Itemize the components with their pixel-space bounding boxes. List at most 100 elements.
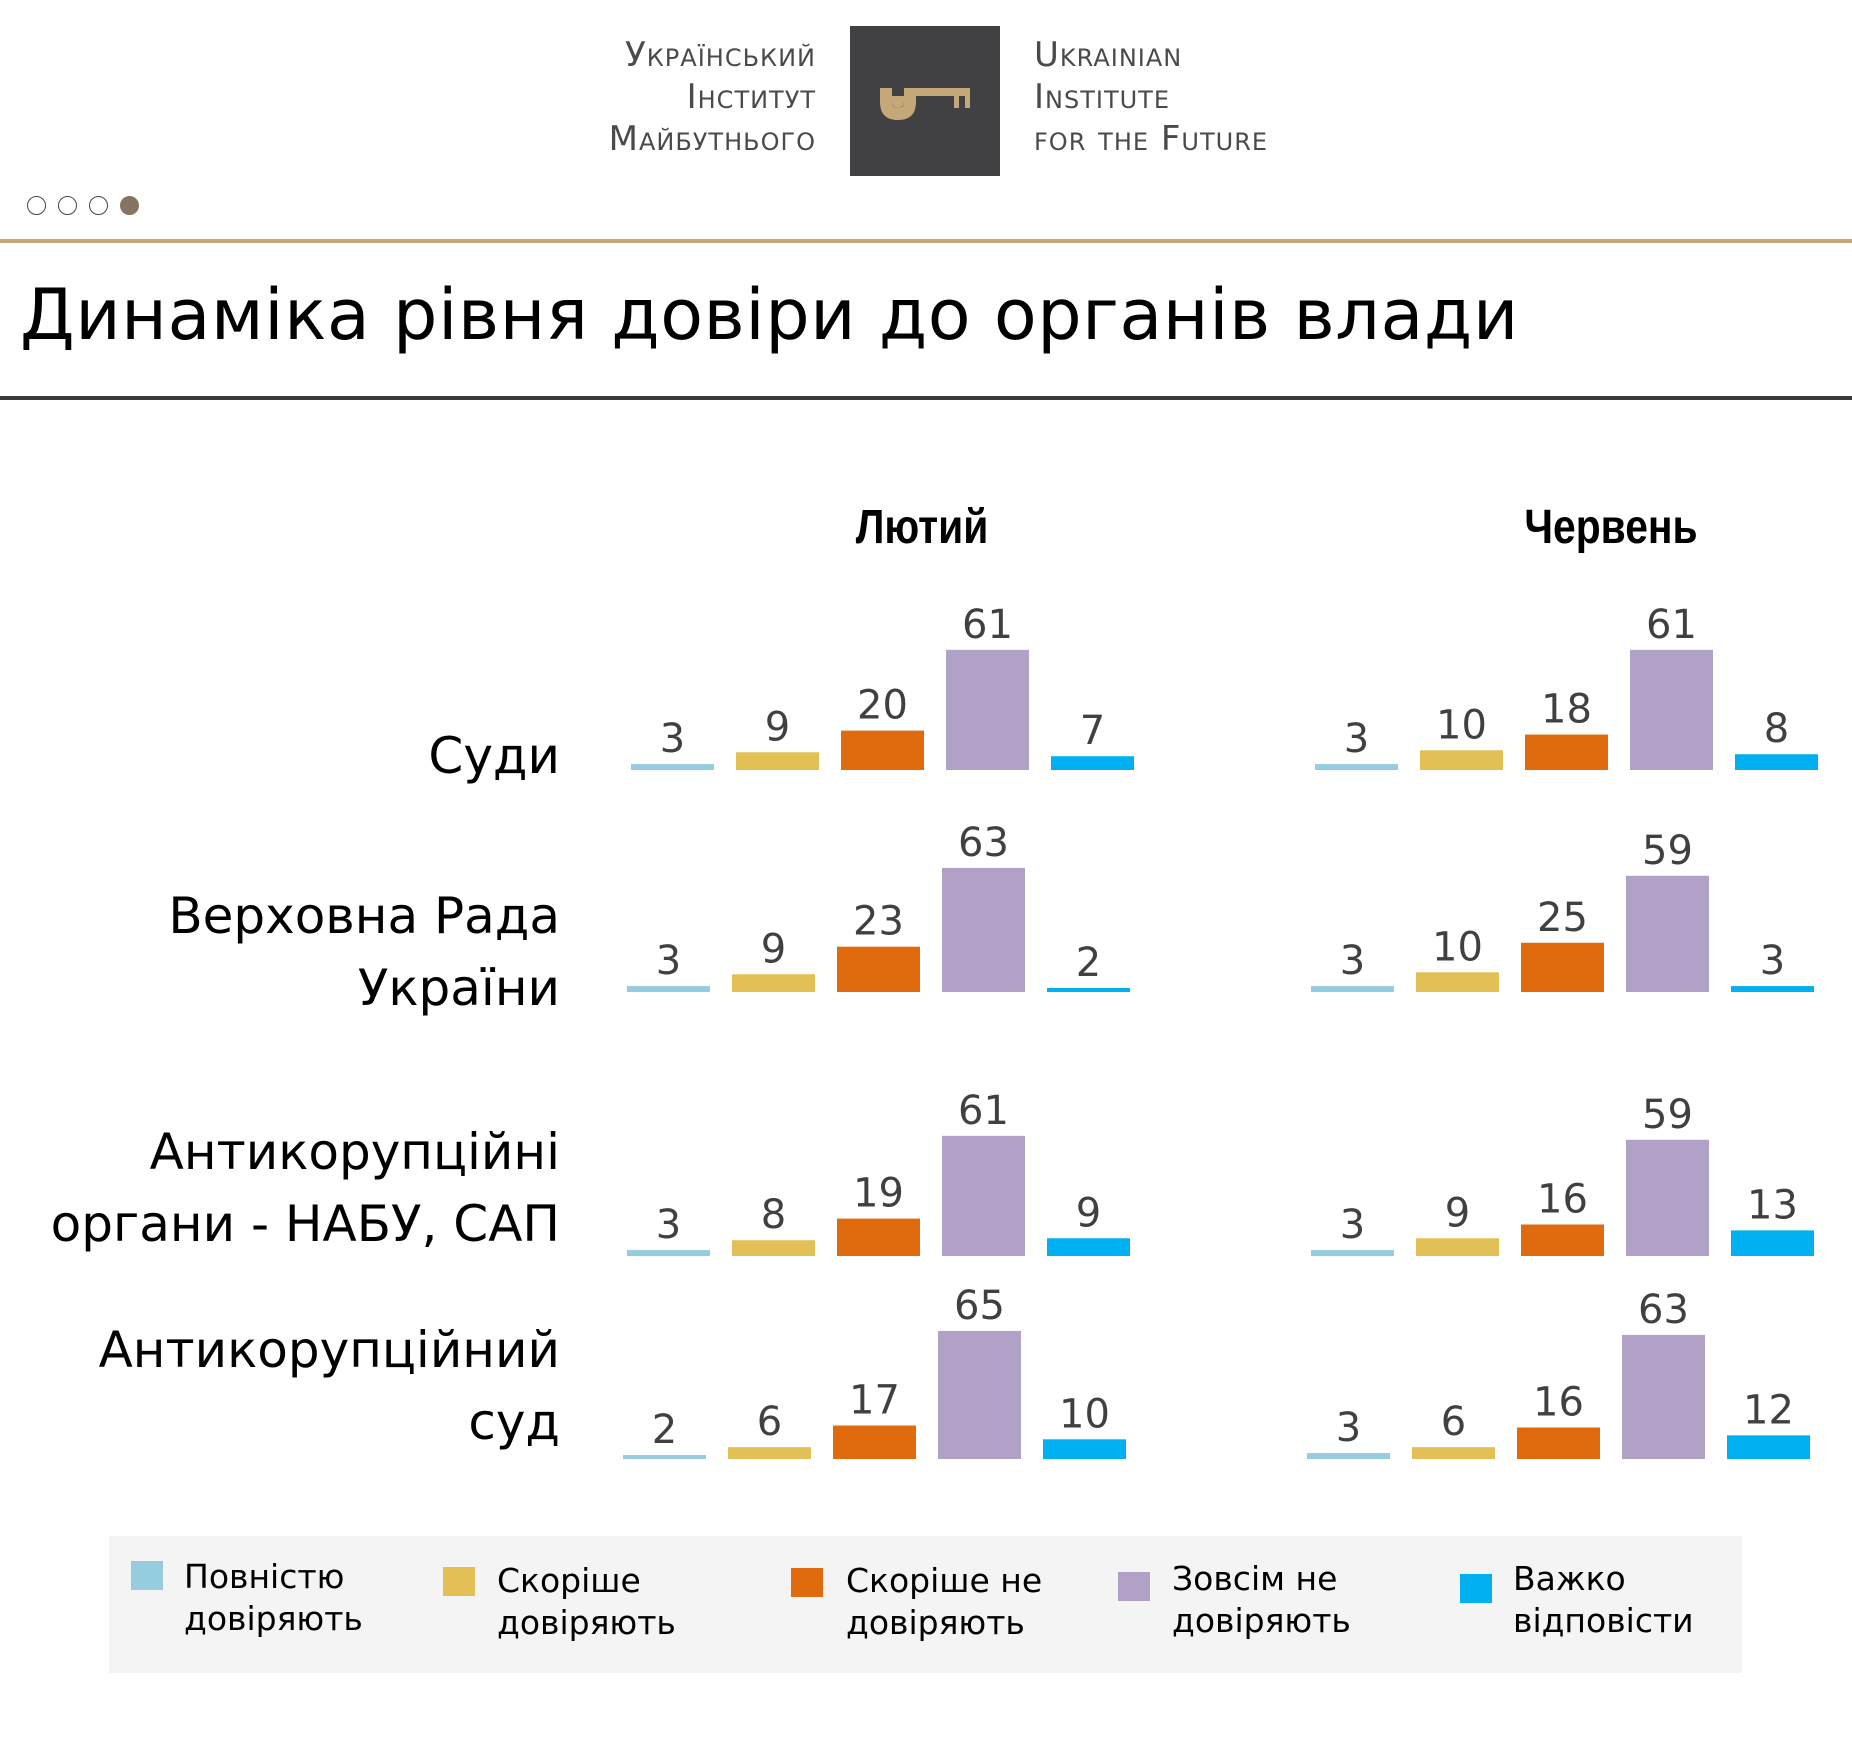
value-label-jun-row2-series4: 59 <box>1642 828 1693 874</box>
value-label-jun-row1-series4: 61 <box>1646 602 1697 648</box>
legend-line: довіряють <box>1172 1601 1351 1640</box>
bar-feb-row2-series4 <box>942 867 1025 992</box>
logo-line: Український <box>625 35 816 75</box>
value-label-feb-row4-series4: 65 <box>954 1283 1005 1329</box>
bar-feb-row3-series2 <box>732 1240 815 1256</box>
key-shaft <box>904 88 970 96</box>
bar-jun-row2-series4 <box>1626 875 1709 992</box>
row-label-line: Верховна Рада <box>168 887 560 945</box>
logo-line: Інститут <box>686 77 816 117</box>
legend-label: Повністю довіряють <box>184 1556 363 1640</box>
row-label-verkhovna-rada: Верховна Рада України <box>168 880 560 1024</box>
value-label-feb-row3-series2: 8 <box>761 1192 786 1238</box>
key-notch <box>959 96 965 108</box>
bar-feb-row3-series4 <box>942 1135 1025 1256</box>
value-label-feb-row3-series3: 19 <box>853 1171 904 1217</box>
pager-dot-1[interactable] <box>27 196 46 215</box>
value-label-feb-row4-series2: 6 <box>757 1399 782 1445</box>
legend-line: Важко <box>1513 1559 1626 1598</box>
value-label-jun-row1-series2: 10 <box>1436 702 1487 748</box>
row-label-line: України <box>357 959 560 1017</box>
value-label-feb-row1-series5: 7 <box>1080 708 1105 754</box>
value-label-jun-row1-series3: 18 <box>1541 687 1592 733</box>
legend-label: Скоріше довіряють <box>497 1560 676 1644</box>
bar-jun-row4-series2 <box>1412 1447 1495 1459</box>
bar-feb-row1-series2 <box>736 752 819 770</box>
legend-swatch <box>443 1567 475 1596</box>
value-label-jun-row2-series2: 10 <box>1432 924 1483 970</box>
row-label-line: Антикорупційні <box>149 1123 560 1181</box>
bar-feb-row4-series3 <box>833 1425 916 1459</box>
value-label-feb-row4-series1: 2 <box>652 1407 677 1453</box>
legend-line: довіряють <box>184 1599 363 1638</box>
value-label-jun-row3-series1: 3 <box>1340 1202 1365 1248</box>
legend-swatch <box>131 1561 163 1590</box>
pager-dot-3[interactable] <box>89 196 108 215</box>
value-label-jun-row4-series5: 12 <box>1743 1387 1794 1433</box>
panel-title-february: Лютий <box>855 501 989 554</box>
bar-feb-row4-series4 <box>938 1330 1021 1459</box>
page-title: Динаміка рівня довіри до органів влади <box>20 274 1519 356</box>
legend-line: довіряють <box>846 1603 1025 1642</box>
value-label-feb-row1-series1: 3 <box>660 716 685 762</box>
value-label-feb-row1-series4: 61 <box>962 602 1013 648</box>
bar-jun-row1-series2 <box>1420 750 1503 770</box>
bar-jun-row1-series1 <box>1315 764 1398 770</box>
value-label-jun-row4-series2: 6 <box>1441 1399 1466 1445</box>
key-icon <box>880 88 970 120</box>
bar-feb-row1-series4 <box>946 649 1029 770</box>
bar-jun-row2-series2 <box>1416 972 1499 992</box>
logo-line: Ukrainian <box>1034 35 1183 75</box>
legend-line: довіряють <box>497 1603 676 1642</box>
bar-jun-row4-series3 <box>1517 1427 1600 1459</box>
bar-jun-row3-series1 <box>1311 1250 1394 1256</box>
title-divider <box>0 396 1852 400</box>
bar-jun-row2-series1 <box>1311 986 1394 992</box>
legend-line: відповісти <box>1513 1601 1694 1640</box>
bar-jun-row4-series4 <box>1622 1334 1705 1459</box>
legend-line: Скоріше не <box>846 1561 1043 1600</box>
bar-jun-row3-series5 <box>1731 1230 1814 1256</box>
pager-dot-4-active[interactable] <box>120 196 139 215</box>
pager-dot-2[interactable] <box>58 196 77 215</box>
legend-line: Скоріше <box>497 1561 641 1600</box>
bar-feb-row2-series5 <box>1047 988 1130 992</box>
row-label-anticorruption-court: Антикорупційний суд <box>99 1314 560 1458</box>
bar-jun-row3-series3 <box>1521 1224 1604 1256</box>
value-label-feb-row3-series4: 61 <box>958 1088 1009 1134</box>
value-label-feb-row2-series1: 3 <box>656 938 681 984</box>
row-label-line: органи - НАБУ, САП <box>50 1195 560 1253</box>
value-label-jun-row2-series5: 3 <box>1760 938 1785 984</box>
bar-feb-row1-series1 <box>631 764 714 770</box>
logo-text-english: Ukrainian Institute for the Future <box>1034 34 1268 160</box>
row-label-anticorruption-bodies: Антикорупційні органи - НАБУ, САП <box>51 1116 560 1260</box>
legend-swatch <box>791 1568 823 1597</box>
value-label-jun-row4-series4: 63 <box>1638 1287 1689 1333</box>
legend-line: Повністю <box>184 1557 345 1596</box>
value-label-jun-row1-series5: 8 <box>1764 706 1789 752</box>
bar-feb-row3-series3 <box>837 1218 920 1256</box>
value-label-feb-row2-series4: 63 <box>958 820 1009 866</box>
legend-label: Важко відповісти <box>1513 1558 1694 1642</box>
bar-jun-row1-series5 <box>1735 754 1818 770</box>
bar-jun-row1-series3 <box>1525 734 1608 770</box>
value-label-feb-row4-series5: 10 <box>1059 1391 1110 1437</box>
bar-feb-row3-series5 <box>1047 1238 1130 1256</box>
value-label-jun-row2-series3: 25 <box>1537 895 1588 941</box>
bar-jun-row2-series5 <box>1731 986 1814 992</box>
bar-jun-row4-series1 <box>1307 1453 1390 1459</box>
value-label-jun-row3-series4: 59 <box>1642 1092 1693 1138</box>
value-label-feb-row1-series3: 20 <box>857 683 908 729</box>
logo-text-ukrainian: Український Інститут Майбутнього <box>609 34 816 160</box>
bar-jun-row3-series4 <box>1626 1139 1709 1256</box>
header-divider <box>0 239 1852 243</box>
value-label-feb-row2-series5: 2 <box>1076 940 1101 986</box>
logo-line: Майбутнього <box>608 119 816 159</box>
bar-feb-row2-series3 <box>837 946 920 992</box>
logo-line: Institute <box>1034 77 1171 117</box>
bar-jun-row2-series3 <box>1521 942 1604 992</box>
value-label-feb-row4-series3: 17 <box>849 1378 900 1424</box>
bar-feb-row2-series2 <box>732 974 815 992</box>
panel-title-june: Червень <box>1524 501 1698 554</box>
